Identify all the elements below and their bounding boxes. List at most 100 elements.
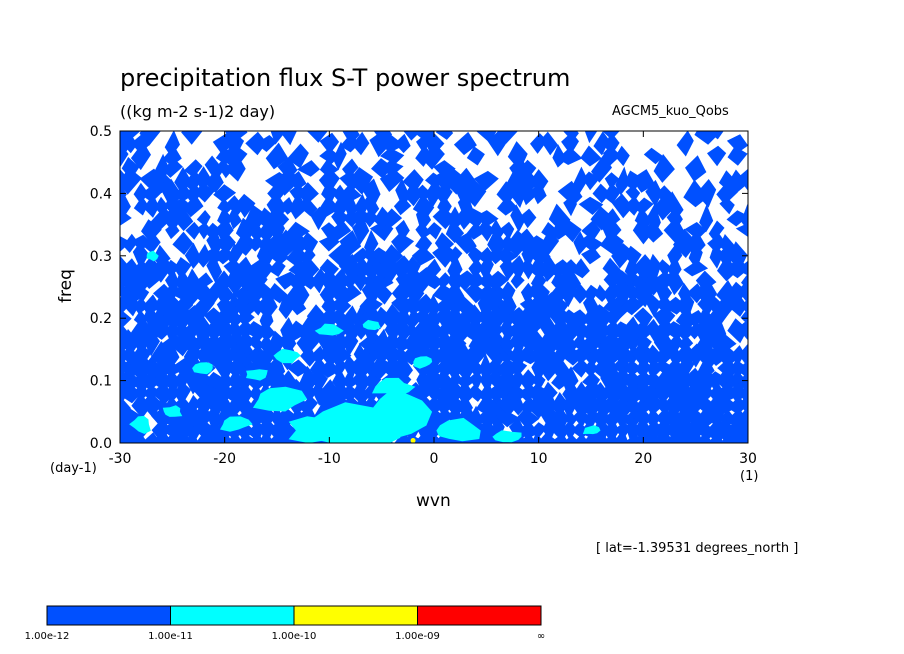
blue-contour-cell: [436, 367, 453, 394]
blue-contour-cell: [164, 131, 180, 157]
blue-contour-cell: [320, 222, 338, 240]
blue-contour-cell: [349, 208, 373, 228]
chart-title: precipitation flux S-T power spectrum: [120, 64, 571, 92]
blue-contour-cell: [353, 193, 368, 218]
blue-contour-cell: [120, 131, 141, 143]
blue-contour-cell: [141, 219, 162, 243]
blue-contour-cell: [624, 196, 642, 216]
blue-contour-cell: [621, 296, 645, 316]
blue-contour-cell: [704, 304, 729, 332]
blue-contour-cell: [499, 281, 516, 306]
blue-contour-cell: [434, 232, 455, 255]
blue-contour-cell: [517, 421, 539, 440]
blue-contour-cell: [653, 306, 676, 331]
blue-contour-cell: [391, 232, 415, 254]
blue-contour-cell: [694, 341, 718, 370]
blue-contour-cell: [707, 145, 727, 167]
blue-contour-cell: [300, 344, 317, 367]
blue-contour-cell: [738, 168, 748, 191]
x-tick-label: 20: [634, 451, 652, 467]
cyan-contour-patch: [162, 405, 183, 417]
cyan-contour-patch: [413, 356, 433, 369]
blue-contour-cell: [130, 344, 152, 368]
blue-contour-cell: [446, 206, 464, 231]
blue-contour-cell: [615, 166, 630, 196]
blue-contour-cell: [245, 131, 267, 156]
blue-contour-cell: [500, 221, 515, 240]
blue-contour-cell: [581, 371, 601, 390]
blue-contour-cell: [467, 245, 484, 266]
colorbar-label: 1.00e-10: [272, 631, 317, 642]
blue-contour-cell: [332, 368, 348, 394]
blue-contour-cell: [624, 359, 642, 377]
blue-contour-cell: [332, 330, 348, 356]
blue-contour-cell: [195, 243, 212, 268]
blue-contour-cell: [740, 309, 748, 325]
blue-contour-cell: [413, 383, 434, 403]
blue-contour-cell: [727, 169, 748, 193]
blue-contour-cell: [287, 143, 309, 169]
blue-contour-cell: [716, 280, 738, 307]
blue-contour-cell: [206, 280, 222, 306]
blue-contour-cell: [277, 406, 298, 430]
blue-contour-cell: [498, 346, 516, 365]
blue-contour-cell: [573, 166, 588, 196]
blue-contour-cell: [154, 153, 169, 184]
blue-contour-cell: [593, 131, 610, 156]
blue-contour-cell: [278, 292, 297, 320]
blue-contour-cell: [507, 141, 528, 171]
blue-contour-cell: [603, 145, 621, 167]
blue-contour-cell: [133, 297, 149, 315]
blue-contour-cell: [685, 367, 707, 394]
x-tick-label: -30: [109, 451, 132, 467]
blue-contour-cell: [297, 182, 319, 205]
blue-contour-cell: [632, 342, 655, 370]
blue-contour-cell: [395, 178, 410, 209]
blue-contour-cell: [330, 267, 350, 294]
blue-contour-cell: [685, 229, 706, 257]
blue-contour-cell: [562, 380, 578, 406]
blue-contour-cell: [458, 341, 473, 370]
blue-contour-cell: [520, 159, 537, 178]
blue-contour-cell: [717, 334, 737, 353]
blue-contour-cell: [727, 241, 748, 271]
blue-contour-cell: [433, 160, 456, 177]
blue-contour-cell: [714, 343, 740, 368]
colorbar-label: ∞: [537, 631, 545, 642]
blue-contour-cell: [204, 155, 224, 182]
blue-contour-cell: [369, 220, 394, 242]
blue-contour-cell: [707, 233, 727, 253]
blue-contour-cell: [708, 383, 725, 403]
cyan-contour-patch: [220, 416, 253, 432]
blue-contour-cell: [143, 193, 160, 218]
model-label: AGCM5_kuo_Qobs: [612, 104, 729, 119]
blue-contour-cell: [508, 358, 528, 378]
blue-contour-cell: [226, 370, 244, 391]
blue-contour-cell: [677, 335, 694, 352]
blue-contour-cell: [226, 195, 245, 217]
blue-contour-cell: [164, 259, 181, 277]
cyan-contour-patch: [369, 388, 433, 440]
blue-contour-cell: [382, 208, 403, 229]
blue-contour-cell: [353, 343, 368, 368]
blue-contour-cell: [255, 291, 278, 320]
blue-contour-cell: [289, 296, 307, 316]
blue-contour-cell: [591, 154, 612, 183]
blue-contour-cell: [154, 196, 170, 215]
blue-contour-cell: [332, 141, 347, 171]
blue-contour-cell: [328, 220, 352, 242]
blue-contour-cell: [392, 353, 413, 383]
blue-contour-cell: [589, 304, 614, 333]
blue-contour-cell: [550, 304, 570, 333]
blue-contour-cell: [319, 132, 340, 155]
blue-contour-cell: [183, 159, 203, 178]
blue-contour-cell: [196, 166, 211, 196]
blue-contour-cell: [683, 179, 709, 208]
blue-contour-cell: [697, 355, 715, 381]
blue-contour-cell: [558, 219, 582, 243]
blue-contour-cell: [696, 179, 717, 208]
blue-contour-cell: [193, 315, 215, 346]
colorbar-label: 1.00e-12: [25, 631, 70, 642]
blue-contour-cell: [453, 131, 477, 156]
blue-contour-cell: [517, 407, 540, 429]
